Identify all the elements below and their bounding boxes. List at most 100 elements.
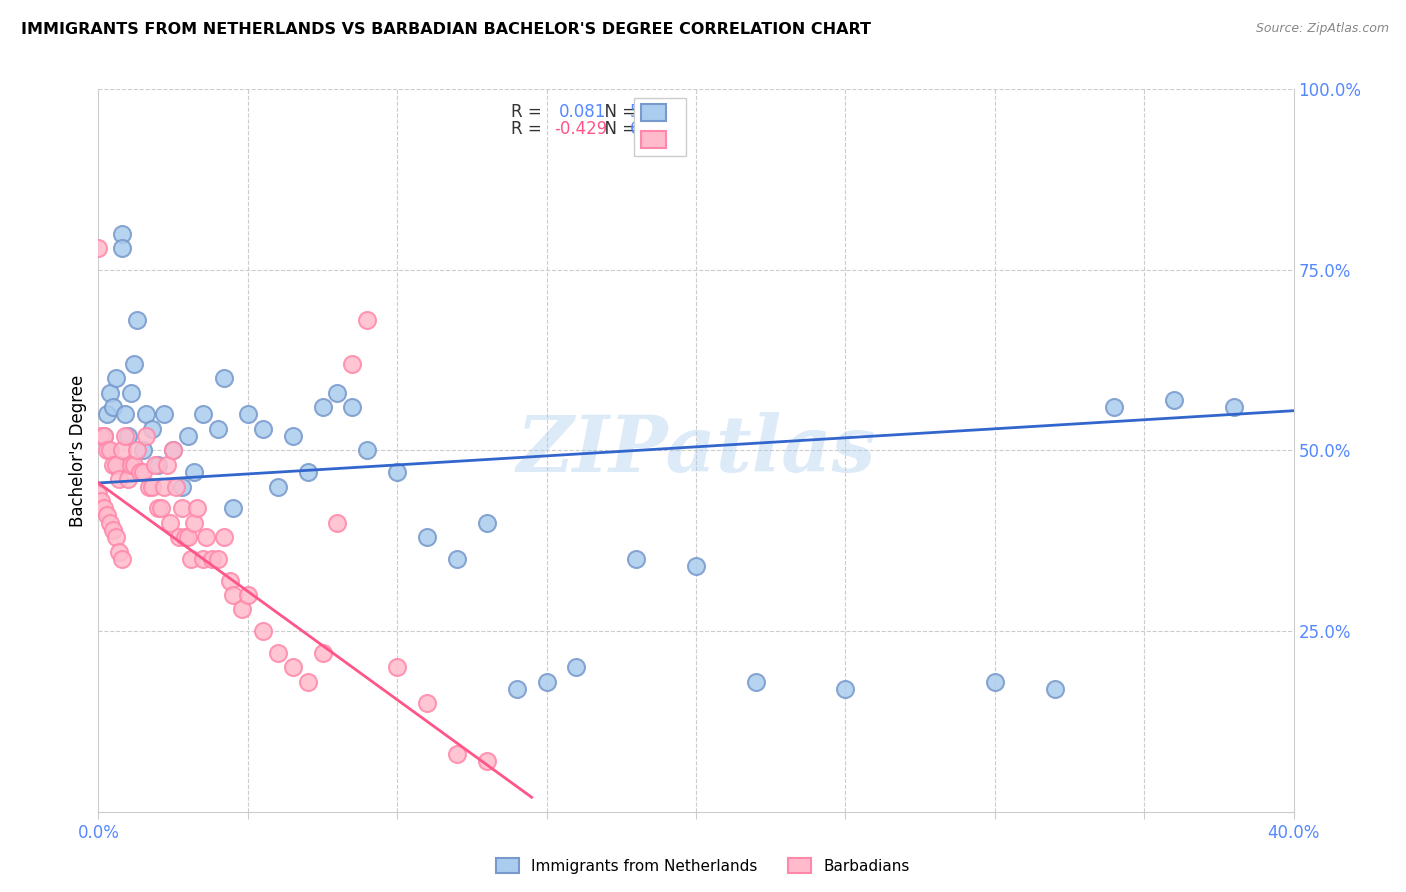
Point: [148, 501, 170, 516]
Point: [143, 458, 166, 472]
Point: [156, 458, 179, 472]
Point: [212, 371, 235, 385]
Point: [96, 508, 118, 523]
Point: [416, 530, 439, 544]
Point: [222, 588, 245, 602]
Point: [117, 429, 139, 443]
Point: [167, 530, 190, 544]
Text: R =: R =: [510, 120, 547, 138]
Point: [93, 429, 115, 443]
Point: [201, 551, 224, 566]
Point: [159, 516, 181, 530]
Point: [385, 660, 409, 674]
Point: [446, 551, 468, 566]
Point: [111, 241, 134, 255]
Point: [132, 443, 155, 458]
Point: [186, 501, 208, 516]
Point: [685, 559, 707, 574]
Point: [90, 429, 112, 443]
Point: [108, 472, 131, 486]
Point: [475, 754, 498, 768]
Point: [207, 551, 229, 566]
Point: [150, 501, 173, 516]
Point: [984, 674, 1007, 689]
Point: [162, 443, 184, 458]
Point: [105, 458, 128, 472]
Point: [108, 458, 131, 472]
Point: [141, 480, 163, 494]
Text: 64: 64: [630, 120, 651, 138]
Point: [416, 696, 439, 710]
Text: 0.081: 0.081: [558, 103, 606, 121]
Point: [172, 480, 194, 494]
Point: [252, 624, 274, 639]
Point: [105, 371, 128, 385]
Point: [252, 422, 274, 436]
Point: [135, 429, 157, 443]
Legend: , : ,: [634, 97, 686, 155]
Point: [191, 551, 214, 566]
Point: [326, 385, 349, 400]
Point: [153, 407, 176, 421]
Point: [111, 227, 134, 241]
Point: [326, 516, 349, 530]
Text: N =: N =: [595, 103, 641, 121]
Point: [1163, 392, 1185, 407]
Point: [93, 501, 115, 516]
Text: R =: R =: [510, 103, 553, 121]
Point: [267, 646, 290, 660]
Point: [111, 443, 134, 458]
Point: [114, 407, 136, 421]
Point: [1043, 681, 1066, 696]
Point: [138, 480, 160, 494]
Text: 51: 51: [630, 103, 651, 121]
Text: IMMIGRANTS FROM NETHERLANDS VS BARBADIAN BACHELOR'S DEGREE CORRELATION CHART: IMMIGRANTS FROM NETHERLANDS VS BARBADIAN…: [21, 22, 872, 37]
Point: [222, 501, 245, 516]
Point: [565, 660, 588, 674]
Point: [132, 465, 155, 479]
Point: [127, 313, 149, 327]
Point: [153, 480, 176, 494]
Point: [93, 429, 115, 443]
Point: [236, 407, 259, 421]
Point: [342, 400, 364, 414]
Point: [1223, 400, 1246, 414]
Point: [207, 422, 229, 436]
Point: [183, 465, 205, 479]
Point: [105, 530, 128, 544]
Point: [180, 551, 202, 566]
Point: [536, 674, 558, 689]
Point: [212, 530, 235, 544]
Point: [135, 407, 157, 421]
Point: [87, 487, 110, 501]
Point: [103, 523, 125, 537]
Point: [174, 530, 197, 544]
Point: [120, 458, 142, 472]
Point: [342, 357, 364, 371]
Point: [114, 429, 136, 443]
Point: [120, 385, 142, 400]
Point: [117, 472, 139, 486]
Point: [90, 494, 112, 508]
Point: [98, 516, 122, 530]
Point: [111, 551, 134, 566]
Point: [834, 681, 856, 696]
Point: [311, 646, 333, 660]
Point: [127, 443, 149, 458]
Point: [297, 465, 319, 479]
Point: [96, 443, 118, 458]
Point: [124, 357, 146, 371]
Point: [626, 551, 648, 566]
Point: [165, 480, 187, 494]
Point: [446, 747, 468, 761]
Legend: Immigrants from Netherlands, Barbadians: Immigrants from Netherlands, Barbadians: [491, 852, 915, 880]
Text: N =: N =: [595, 120, 641, 138]
Point: [124, 458, 146, 472]
Point: [148, 458, 170, 472]
Point: [195, 530, 218, 544]
Point: [177, 530, 200, 544]
Point: [108, 544, 131, 558]
Point: [177, 429, 200, 443]
Point: [103, 400, 125, 414]
Point: [231, 602, 253, 616]
